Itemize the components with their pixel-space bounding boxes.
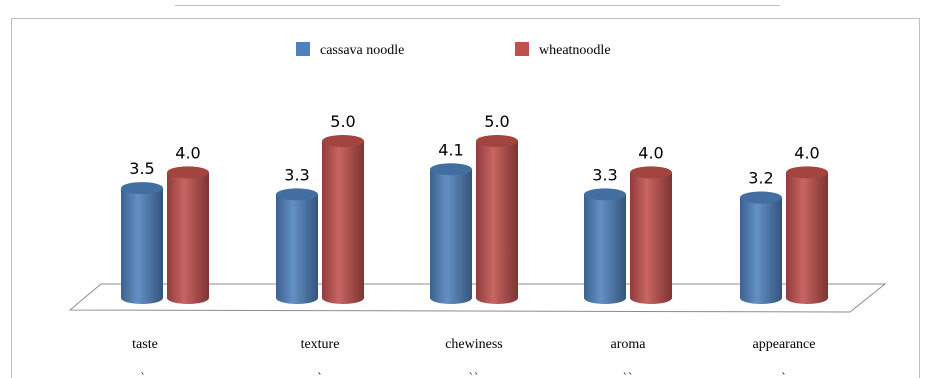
bar-wheatnoodle-taste xyxy=(167,166,209,304)
data-label-wheatnoodle-appearance: 4.0 xyxy=(794,143,819,162)
bar-wheatnoodle-aroma xyxy=(630,166,672,304)
data-label-wheatnoodle-texture: 5.0 xyxy=(330,112,355,131)
category-labels-layer: taste ˎ texture ˎ chewiness ˎˎ aroma ˎˎ appearan… xyxy=(132,337,815,375)
legend-label: cassava noodle xyxy=(320,43,404,58)
bar-cassava-noodle-texture xyxy=(276,188,318,304)
data-labels-layer: 3.5 4.0 3.3 5.0 4.1 5.0 3.3 4.0 3.2 4.0 xyxy=(129,112,819,188)
bar-wheatnoodle-appearance xyxy=(786,166,828,304)
top-border-line xyxy=(175,5,780,6)
legend-item-cassava-noodle: cassava noodle xyxy=(296,42,404,58)
category-mark-aroma: ˎˎ xyxy=(623,362,634,375)
bar-cassava-noodle-appearance xyxy=(740,191,782,304)
data-label-cassava-noodle-appearance: 3.2 xyxy=(748,169,773,188)
category-label-chewiness: chewiness xyxy=(445,337,503,352)
category-mark-appearance: ˎ xyxy=(781,362,787,375)
legend: cassava noodle wheatnoodle xyxy=(296,42,611,58)
category-label-aroma: aroma xyxy=(611,337,647,352)
bar-wheatnoodle-texture xyxy=(322,135,364,304)
category-mark-taste: ˎ xyxy=(140,362,146,375)
data-label-wheatnoodle-chewiness: 5.0 xyxy=(484,112,509,131)
bar-cassava-noodle-chewiness xyxy=(430,163,472,304)
bar-cassava-noodle-taste xyxy=(121,182,163,304)
data-label-cassava-noodle-texture: 3.3 xyxy=(284,165,309,184)
category-mark-texture: ˎ xyxy=(317,362,323,375)
category-label-appearance: appearance xyxy=(753,337,816,352)
legend-label: wheatnoodle xyxy=(539,43,611,58)
legend-swatch xyxy=(296,42,310,56)
data-label-cassava-noodle-chewiness: 4.1 xyxy=(438,140,463,159)
data-label-wheatnoodle-aroma: 4.0 xyxy=(638,143,663,162)
legend-item-wheatnoodle: wheatnoodle xyxy=(515,42,611,58)
legend-swatch xyxy=(515,42,529,56)
bar-cassava-noodle-aroma xyxy=(584,188,626,304)
data-label-wheatnoodle-taste: 4.0 xyxy=(175,143,200,162)
chart-frame xyxy=(11,18,920,378)
category-label-texture: texture xyxy=(301,337,340,352)
category-mark-chewiness: ˎˎ xyxy=(469,362,480,375)
data-label-cassava-noodle-aroma: 3.3 xyxy=(592,165,617,184)
bars-layer xyxy=(121,135,828,304)
category-label-taste: taste xyxy=(132,337,158,352)
data-label-cassava-noodle-taste: 3.5 xyxy=(129,159,154,178)
bar-wheatnoodle-chewiness xyxy=(476,135,518,304)
